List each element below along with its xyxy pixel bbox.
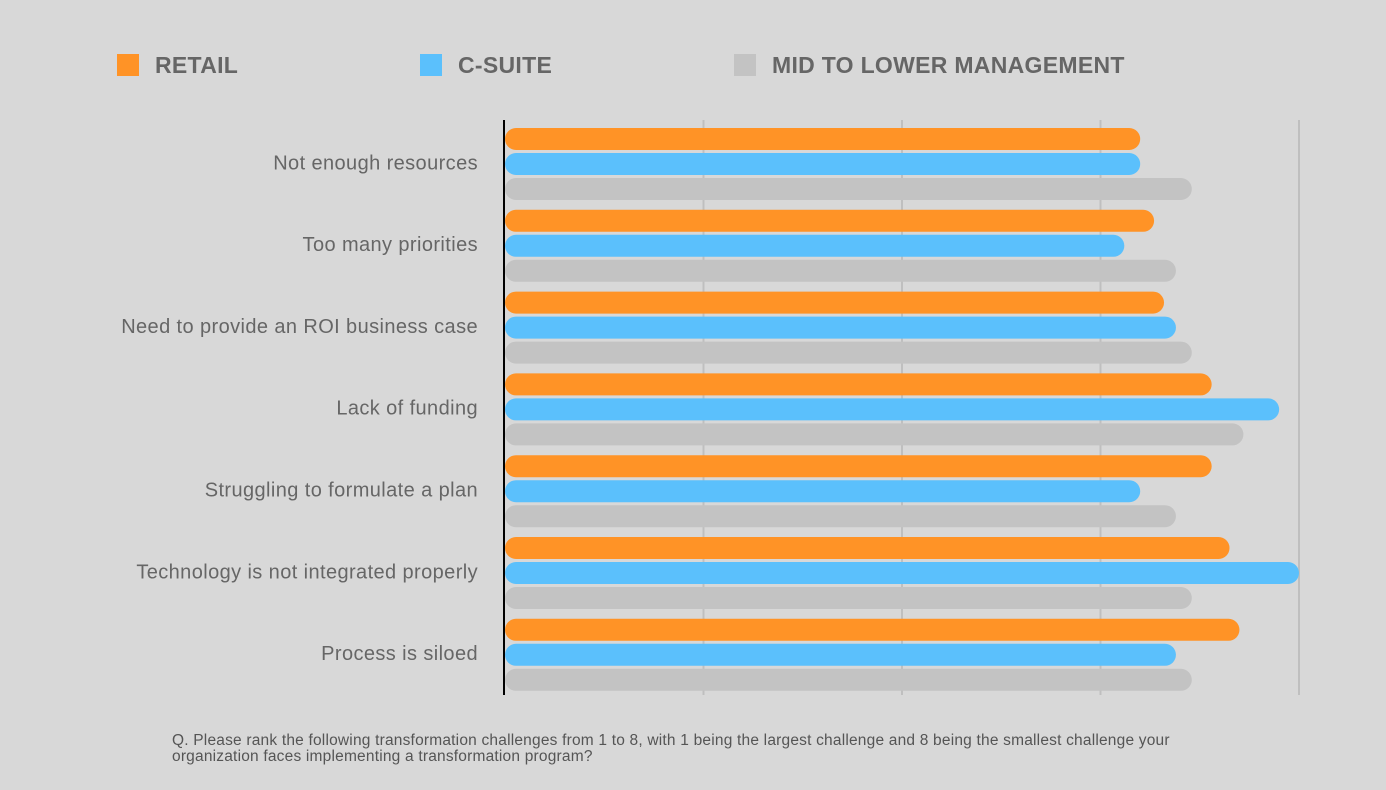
category-label: Technology is not integrated properly — [136, 561, 478, 583]
bar-csuite — [505, 234, 1125, 257]
bar-management — [505, 668, 1192, 691]
bar-retail — [505, 618, 1240, 641]
legend-item-retail: RETAIL — [117, 51, 239, 78]
bar-management — [505, 587, 1192, 609]
category-label: Process is siloed — [321, 643, 478, 665]
bar-management — [505, 505, 1176, 528]
category-label: Struggling to formulate a plan — [205, 479, 478, 501]
bar-management — [505, 341, 1192, 364]
bar-csuite — [505, 643, 1176, 666]
legend-swatch-csuite — [420, 54, 442, 76]
bar-retail — [505, 373, 1212, 396]
legend-item-management: MID TO LOWER MANAGEMENT — [734, 51, 1125, 78]
bar-csuite — [505, 316, 1176, 339]
bar-retail — [505, 128, 1141, 150]
bars — [505, 128, 1299, 691]
category-label: Not enough resources — [273, 152, 478, 174]
bar-retail — [505, 209, 1155, 232]
bar-csuite — [505, 153, 1141, 175]
bar-management — [505, 259, 1176, 282]
legend-label-csuite: C-SUITE — [458, 51, 553, 78]
bar-csuite — [505, 480, 1141, 503]
bar-management — [505, 423, 1244, 446]
bar-csuite — [505, 562, 1299, 584]
bar-retail — [505, 291, 1165, 314]
bar-management — [505, 178, 1192, 200]
bar-retail — [505, 455, 1212, 478]
bar-csuite — [505, 398, 1280, 421]
legend-item-csuite: C-SUITE — [420, 51, 553, 78]
category-label: Too many priorities — [303, 234, 478, 256]
legend-swatch-management — [734, 54, 756, 76]
bar-retail — [505, 537, 1230, 559]
category-label: Lack of funding — [336, 398, 478, 420]
legend-label-retail: RETAIL — [155, 51, 239, 78]
category-labels: Not enough resources Too many priorities N… — [121, 152, 478, 665]
survey-question-footnote: Q. Please rank the following transformat… — [172, 732, 1170, 765]
legend-swatch-retail — [117, 54, 139, 76]
legend-label-management: MID TO LOWER MANAGEMENT — [772, 51, 1125, 78]
category-label: Need to provide an ROI business case — [121, 316, 478, 338]
